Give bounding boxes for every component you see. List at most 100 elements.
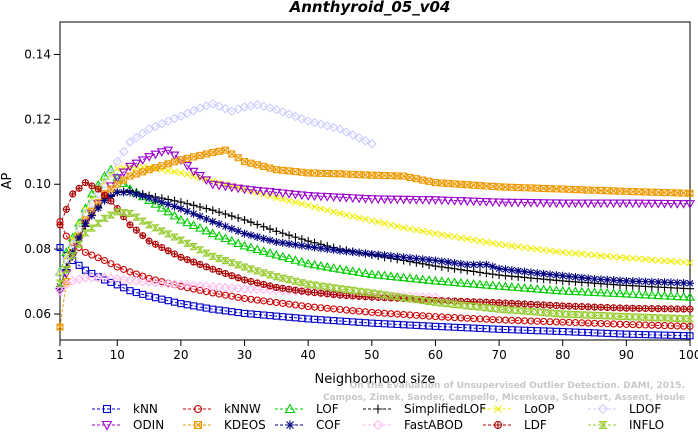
- data-point: [341, 193, 352, 203]
- data-point: [297, 279, 307, 287]
- data-point: [476, 268, 484, 277]
- data-point: [309, 259, 320, 269]
- data-point: [139, 168, 147, 176]
- data-point: [157, 118, 167, 129]
- data-point: [405, 295, 415, 303]
- data-point: [425, 229, 433, 236]
- data-point: [252, 99, 263, 110]
- data-point: [156, 148, 167, 157]
- data-point: [500, 198, 511, 208]
- data-point: [234, 274, 242, 282]
- data-point: [443, 196, 454, 206]
- data-point: [648, 256, 656, 264]
- data-point: [150, 121, 161, 132]
- data-point: [62, 232, 70, 240]
- data-point: [495, 299, 503, 307]
- data-point: [258, 101, 269, 112]
- x-tick-label: 60: [428, 348, 443, 362]
- data-point: [385, 195, 396, 205]
- data-point: [87, 211, 96, 220]
- data-point: [685, 292, 695, 301]
- data-point: [418, 296, 428, 305]
- data-point: [450, 259, 459, 268]
- x-tick-label: 30: [237, 348, 252, 362]
- data-point: [443, 276, 454, 286]
- data-point: [239, 185, 250, 195]
- data-point: [667, 305, 675, 313]
- legend-marker: [102, 404, 112, 414]
- data-point: [367, 289, 377, 297]
- data-point: [678, 291, 689, 301]
- data-point: [417, 274, 428, 284]
- data-point: [176, 280, 186, 290]
- data-point: [87, 272, 97, 283]
- data-point: [322, 121, 333, 131]
- data-point: [164, 247, 172, 255]
- data-point: [265, 248, 275, 257]
- data-point: [80, 272, 91, 283]
- legend-label: FastABOD: [404, 418, 463, 432]
- data-point: [240, 157, 249, 166]
- data-point: [303, 258, 314, 268]
- data-point: [207, 98, 218, 109]
- credit-line-1: On the Evaluation of Unsupervised Outlie…: [350, 381, 685, 391]
- data-point: [360, 268, 371, 277]
- data-point: [253, 220, 262, 229]
- data-point: [635, 277, 644, 286]
- data-point: [61, 279, 72, 289]
- data-point: [527, 244, 535, 252]
- legend-item-LoOP: LoOP: [483, 402, 555, 416]
- data-point: [456, 301, 466, 309]
- data-point: [285, 285, 293, 293]
- data-point: [525, 199, 536, 208]
- data-point: [118, 168, 129, 178]
- x-tick-label: 50: [364, 348, 379, 362]
- legend-label: LoOP: [524, 402, 555, 416]
- data-point: [380, 171, 389, 180]
- data-point: [277, 107, 288, 117]
- data-point: [584, 251, 592, 258]
- data-point: [151, 224, 160, 232]
- data-point: [393, 252, 402, 261]
- data-point: [424, 297, 434, 306]
- data-point: [679, 278, 688, 287]
- data-point: [93, 272, 103, 283]
- data-point: [87, 198, 97, 209]
- series-line-LOF: [59, 168, 691, 298]
- data-point: [501, 306, 510, 314]
- legend-item-KDEOS: KDEOS: [183, 418, 266, 432]
- data-point: [145, 274, 153, 282]
- data-point: [526, 308, 536, 316]
- data-point: [245, 186, 256, 195]
- data-point: [628, 277, 637, 286]
- data-point: [100, 256, 109, 265]
- data-point: [304, 201, 312, 209]
- data-point: [520, 307, 529, 315]
- data-point: [335, 264, 345, 273]
- data-point: [399, 294, 408, 302]
- data-point: [260, 162, 268, 170]
- data-point: [482, 304, 491, 312]
- data-point: [373, 195, 384, 205]
- data-point: [366, 195, 377, 204]
- data-point: [374, 218, 382, 226]
- data-point: [685, 200, 695, 209]
- data-point: [163, 206, 174, 216]
- data-point: [449, 196, 460, 206]
- data-point: [647, 277, 656, 286]
- data-point: [513, 198, 524, 208]
- data-point: [131, 132, 142, 143]
- data-point: [329, 284, 338, 292]
- data-point: [163, 230, 173, 238]
- data-point: [393, 222, 401, 230]
- data-point: [463, 235, 471, 243]
- data-point: [94, 204, 103, 213]
- data-point: [424, 275, 435, 284]
- data-point: [654, 278, 663, 287]
- data-point: [196, 260, 204, 268]
- data-point: [151, 240, 160, 248]
- data-point: [87, 224, 97, 232]
- data-point: [253, 232, 262, 241]
- data-point: [629, 304, 637, 312]
- data-point: [545, 309, 555, 317]
